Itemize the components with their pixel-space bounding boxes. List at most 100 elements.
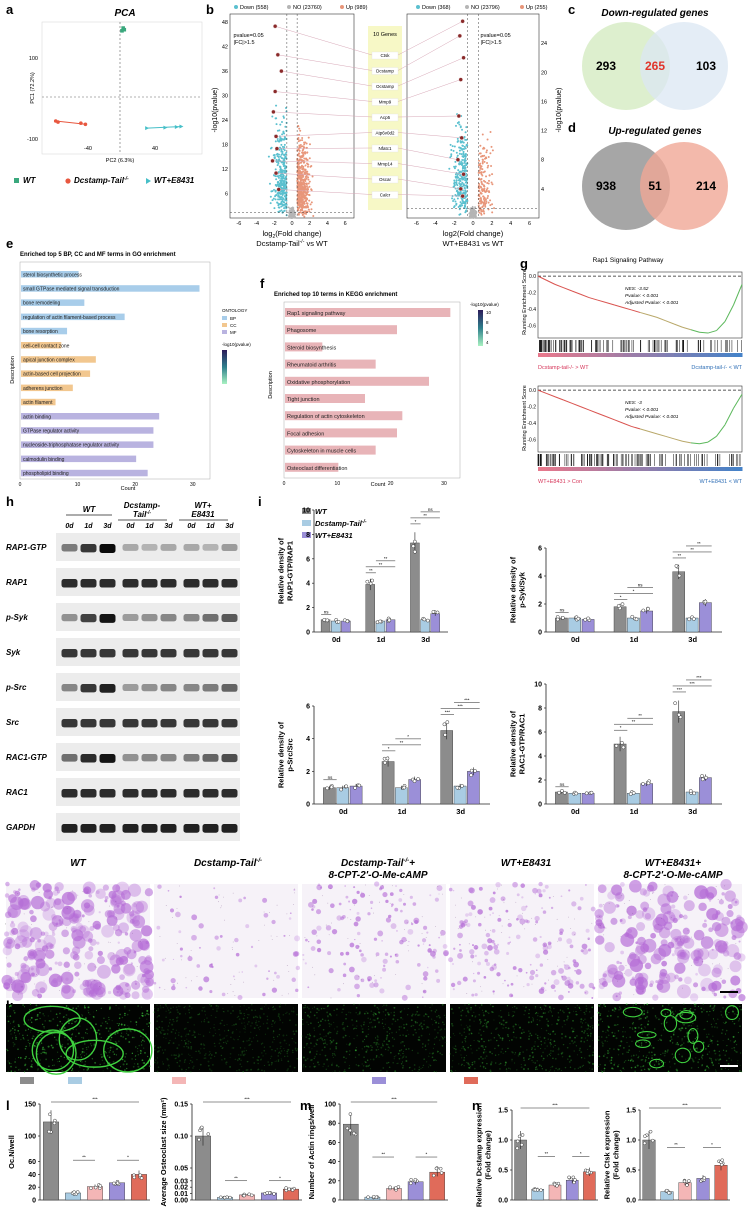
gsea-rank-bar <box>615 467 624 471</box>
go-legend-bp: BP <box>230 316 236 321</box>
volcano-point-up <box>478 203 480 205</box>
volcano-point-up <box>300 193 302 195</box>
gsea-rank-bar <box>666 353 675 357</box>
volcano-point-down <box>278 156 280 158</box>
j-speck <box>599 979 600 980</box>
plot-xtick: 1d <box>630 807 639 816</box>
k-speck <box>183 1046 185 1048</box>
panel-letter-l: l <box>6 1098 10 1113</box>
gsea-es-segment <box>649 315 658 317</box>
k-speck <box>232 1048 233 1049</box>
j-stain-blob <box>526 920 529 923</box>
j-stain-blob <box>504 980 506 982</box>
k-speck <box>248 1021 249 1022</box>
j-stain-blob <box>317 940 322 945</box>
volcano-point-up <box>301 137 303 139</box>
j-stain-blob <box>380 885 384 889</box>
j-stain-blob <box>410 896 413 899</box>
venn-c-right-value: 103 <box>696 59 716 73</box>
j-stain-blob <box>619 962 621 964</box>
j-speck <box>331 998 332 999</box>
kegg-ylabel: Description <box>268 371 274 399</box>
j-speck <box>88 921 89 922</box>
volcano-point-down <box>277 198 279 200</box>
volcano-point-up <box>489 204 491 206</box>
j-stain-blob <box>413 902 417 906</box>
k-speck <box>81 1053 83 1055</box>
volcano-point-down <box>466 200 468 202</box>
k-speck <box>296 1050 298 1052</box>
k-speck <box>115 1005 116 1006</box>
j-stain-blob <box>712 949 714 951</box>
volcano-point-up <box>483 155 485 157</box>
k-speck <box>258 1021 260 1023</box>
pca-xtick-2: 40 <box>152 146 158 152</box>
volcano-point-up <box>306 183 308 185</box>
plot-dot <box>426 619 429 622</box>
k-speck <box>29 1045 30 1046</box>
j-stain-blob <box>18 898 30 910</box>
j-stain-blob <box>385 952 388 955</box>
gsea-ytick: 0.0 <box>529 388 536 394</box>
k-speck <box>7 1050 8 1051</box>
k-speck <box>210 1028 211 1029</box>
volcano-point-down <box>464 165 466 167</box>
plot-ytick: 2 <box>538 778 542 785</box>
j-speck <box>14 941 15 942</box>
k-speck <box>27 1035 28 1036</box>
plot-sig-label: ** <box>369 568 373 573</box>
gsea-es-segment <box>572 403 581 406</box>
k-speck <box>242 1071 244 1073</box>
wb-band <box>184 614 200 621</box>
j-speck <box>544 944 545 945</box>
volcano-point-down <box>465 126 467 128</box>
j-stain-blob <box>4 931 9 936</box>
k-speck <box>143 1047 144 1048</box>
k-speck <box>161 1027 162 1028</box>
plot-ytick: 0 <box>306 802 310 809</box>
volcano-point-down <box>452 145 454 147</box>
plot-dot <box>647 782 650 785</box>
j-stain-blob <box>71 926 77 932</box>
k-speck <box>219 1034 220 1035</box>
j-stain-blob <box>535 974 538 977</box>
gsea-es-segment <box>734 284 743 305</box>
j-speck <box>19 992 20 993</box>
j-speck <box>34 984 35 985</box>
k-speck <box>156 1021 157 1022</box>
venn-d-center-value: 51 <box>648 179 662 193</box>
j-stain-blob <box>5 882 10 887</box>
gene-label: Acp5 <box>380 115 391 120</box>
gsea-es-segment <box>572 291 581 294</box>
wb-band <box>62 614 78 621</box>
j-stain-blob <box>142 974 145 977</box>
k-speck <box>141 1015 143 1017</box>
k-speck <box>223 1042 224 1043</box>
j-speck <box>603 904 604 905</box>
gene-point-right <box>458 34 462 38</box>
k-speck <box>18 1024 20 1026</box>
k-speck <box>208 1061 210 1063</box>
k-speck <box>137 1063 138 1064</box>
volcano-point-down <box>465 182 467 184</box>
k-speck <box>246 1040 247 1041</box>
j-speck <box>408 950 409 951</box>
j-stain-blob <box>465 913 469 917</box>
go-term-label: actin binding <box>23 414 51 420</box>
j-stain-blob <box>427 948 432 953</box>
j-stain-blob <box>457 981 461 985</box>
k-speck <box>244 1032 245 1033</box>
volcano-point-down <box>455 125 457 127</box>
k-speck <box>76 1020 77 1021</box>
j-stain-blob <box>399 889 402 892</box>
j-stain-blob <box>340 952 344 956</box>
volcano-point-down <box>454 167 456 169</box>
volcano-point-up <box>479 200 481 202</box>
volcano-point-up <box>298 153 300 155</box>
volcano-point-down <box>281 121 283 123</box>
gene-point-left <box>275 147 279 151</box>
j-speck <box>535 924 536 925</box>
k-speck <box>101 1056 103 1058</box>
